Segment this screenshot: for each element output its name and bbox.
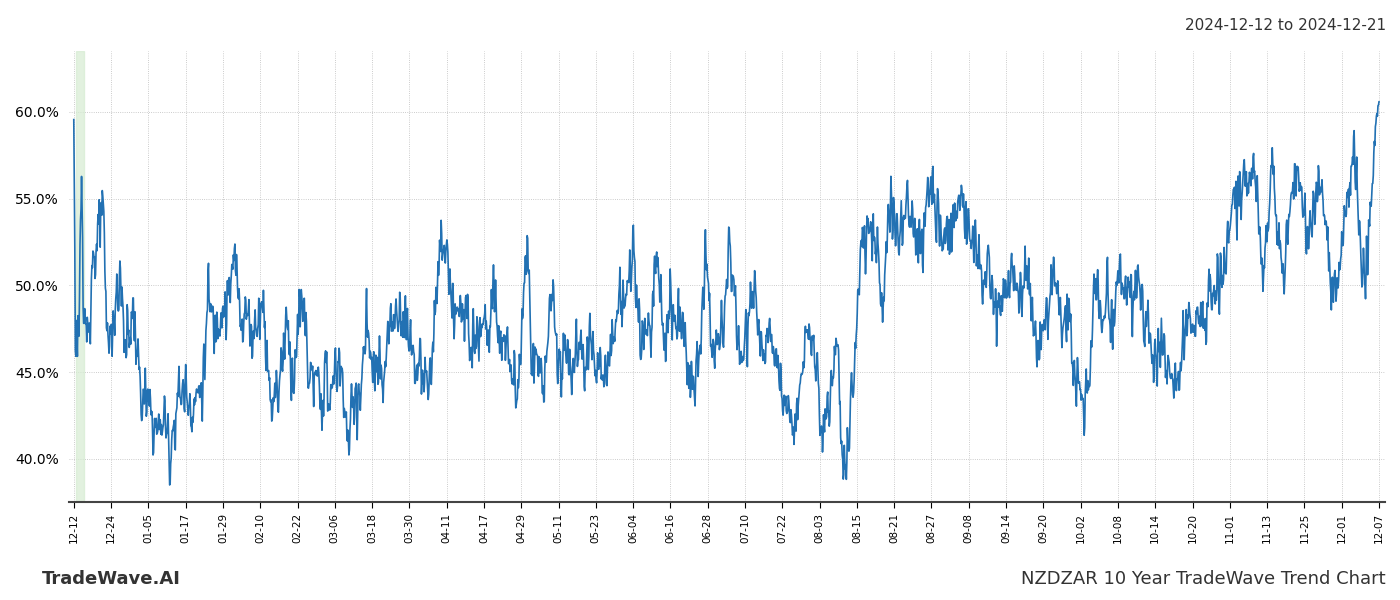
Text: NZDZAR 10 Year TradeWave Trend Chart: NZDZAR 10 Year TradeWave Trend Chart (1022, 570, 1386, 588)
Bar (77, 51, 84, 502)
Text: 2024-12-12 to 2024-12-21: 2024-12-12 to 2024-12-21 (1184, 18, 1386, 33)
Text: TradeWave.AI: TradeWave.AI (42, 570, 181, 588)
